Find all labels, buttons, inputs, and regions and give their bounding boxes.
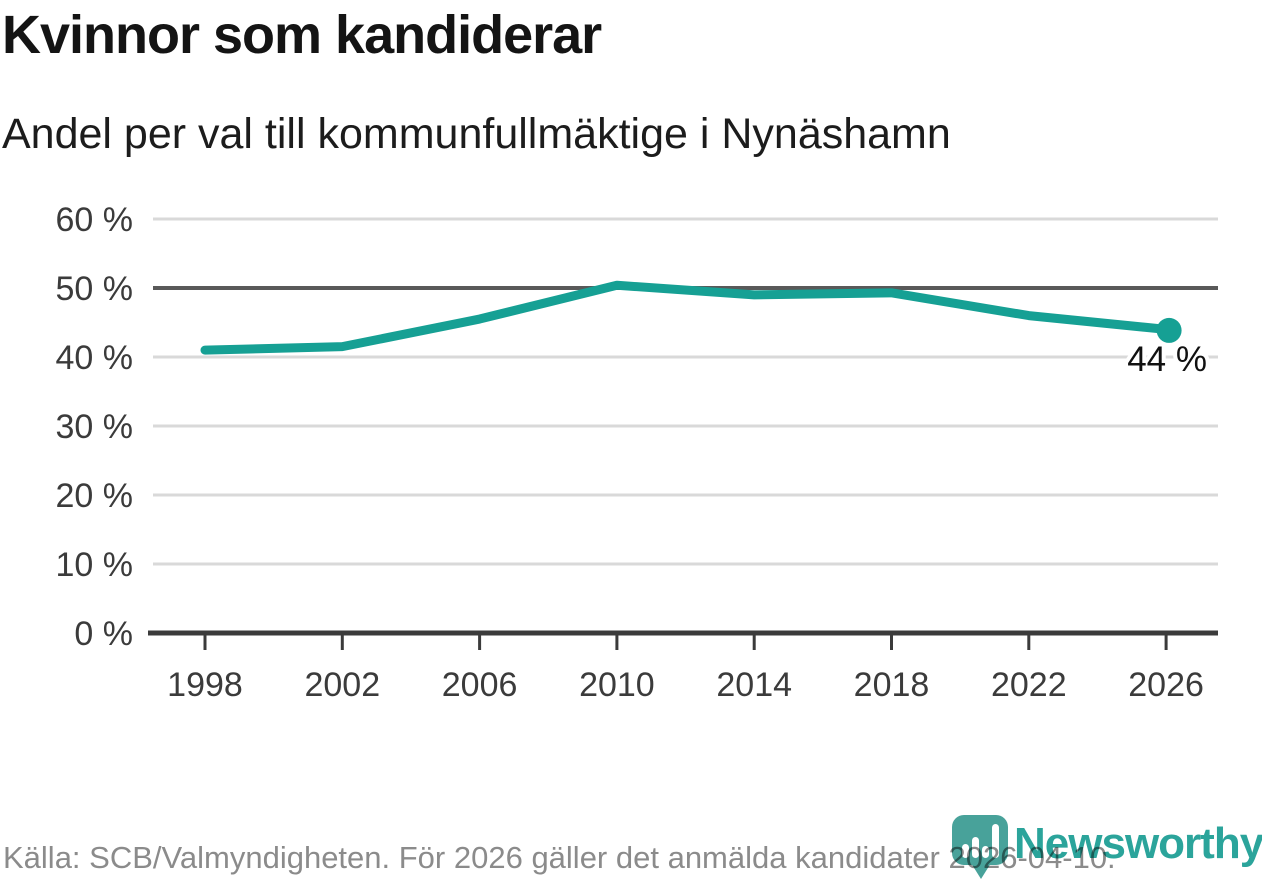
source-note: Källa: SCB/Valmyndigheten. För 2026 gäll… xyxy=(3,840,1116,875)
y-axis-tick-label: 0 % xyxy=(74,615,133,653)
x-axis-tick-label: 2002 xyxy=(304,666,380,704)
y-axis-tick-label: 60 % xyxy=(56,201,134,239)
chart-subtitle: Andel per val till kommunfullmäktige i N… xyxy=(2,110,951,158)
x-axis-tick-label: 2022 xyxy=(991,666,1067,704)
y-axis-tick-label: 30 % xyxy=(56,408,134,446)
chart-title: Kvinnor som kandiderar xyxy=(2,5,602,65)
x-axis-tick-label: 1998 xyxy=(167,666,243,704)
x-axis-tick-label: 2006 xyxy=(442,666,518,704)
newsworthy-speech-bubble-bar-chart-icon xyxy=(952,815,1008,879)
x-axis-tick-label: 2026 xyxy=(1128,666,1204,704)
x-axis-tick-label: 2014 xyxy=(716,666,792,704)
y-axis-tick-label: 20 % xyxy=(56,477,134,515)
y-axis-tick-label: 10 % xyxy=(56,546,134,584)
x-axis-tick-label: 2018 xyxy=(854,666,930,704)
newsworthy-logo: Newsworthy xyxy=(952,813,1262,879)
x-axis-tick-label: 2010 xyxy=(579,666,655,704)
end-value-label: 44 % xyxy=(1127,340,1207,379)
end-point-marker xyxy=(1156,317,1182,343)
newsworthy-wordmark: Newsworthy xyxy=(1014,819,1262,868)
data-line xyxy=(200,280,1171,355)
y-axis-tick-label: 50 % xyxy=(56,270,134,308)
y-axis-tick-label: 40 % xyxy=(56,339,134,377)
